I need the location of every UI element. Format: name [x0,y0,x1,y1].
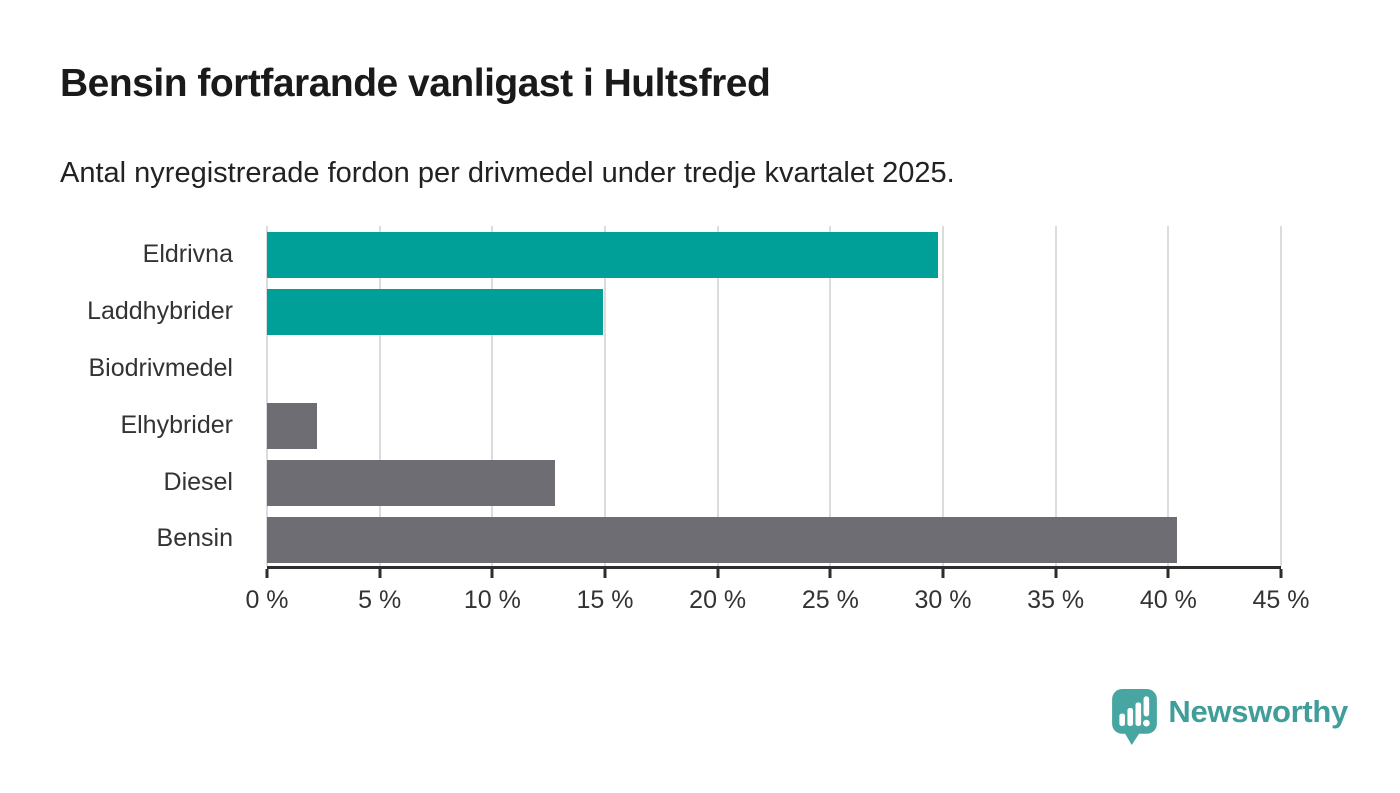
x-tick-label: 35 % [1027,586,1085,614]
gridline [1280,226,1282,566]
x-tick-label: 40 % [1139,586,1197,614]
plot-area [265,226,1283,578]
newsworthy-logo-text: Newsworthy [1168,694,1348,729]
x-tick-mark [716,569,720,578]
bar [267,288,603,335]
gridline [266,226,268,566]
x-axis-labels: 0 % 5 % 10 % 15 % 20 % 25 % 30 % 35 % 40 % 45 % [245,586,1309,620]
bar [267,459,556,506]
bar-chart: Eldrivna Laddhybrider Biodrivmedel Elhybrid… [0,226,1309,646]
x-tick-label: 15 % [576,586,634,614]
gridline [1054,226,1057,566]
x-tick-mark [490,569,494,578]
gridline [604,226,606,566]
gridline [491,226,494,566]
x-tick-mark [1279,569,1283,578]
newsworthy-icon [1112,689,1158,745]
x-tick-mark [1054,569,1058,578]
gridline [716,226,719,566]
category-label: Laddhybrider [87,296,233,325]
x-tick-label: 0 % [245,586,289,614]
bar [267,232,939,278]
category-label: Eldrivna [142,239,233,268]
x-tick-mark [941,569,945,578]
bar [267,402,317,449]
x-tick-label: 25 % [801,586,859,614]
gridline [1167,226,1170,566]
bar [267,516,1178,563]
x-tick-mark [1166,569,1170,578]
x-tick-mark [828,569,832,578]
x-tick-label: 10 % [463,586,521,614]
x-tick-mark [265,569,269,578]
x-tick-label: 5 % [358,586,402,614]
chart-title: Bensin fortfarande vanligast i Hultsfred [60,62,771,105]
y-axis-labels: Eldrivna Laddhybrider Biodrivmedel Elhybrid… [0,226,250,569]
gridline [942,226,944,566]
x-tick-label: 30 % [914,586,972,614]
gridline [378,226,381,566]
x-tick-mark [603,569,607,578]
x-tick-label: 45 % [1252,586,1310,614]
category-label: Biodrivmedel [88,353,233,382]
x-tick-mark [378,569,382,578]
category-label: Diesel [163,467,233,496]
category-label: Elhybrider [120,410,233,439]
x-tick-label: 20 % [689,586,747,614]
chart-subtitle: Antal nyregistrerade fordon per drivmede… [60,157,955,189]
newsworthy-logo: Newsworthy [1112,689,1348,745]
gridline [829,226,832,566]
category-label: Bensin [156,524,233,553]
